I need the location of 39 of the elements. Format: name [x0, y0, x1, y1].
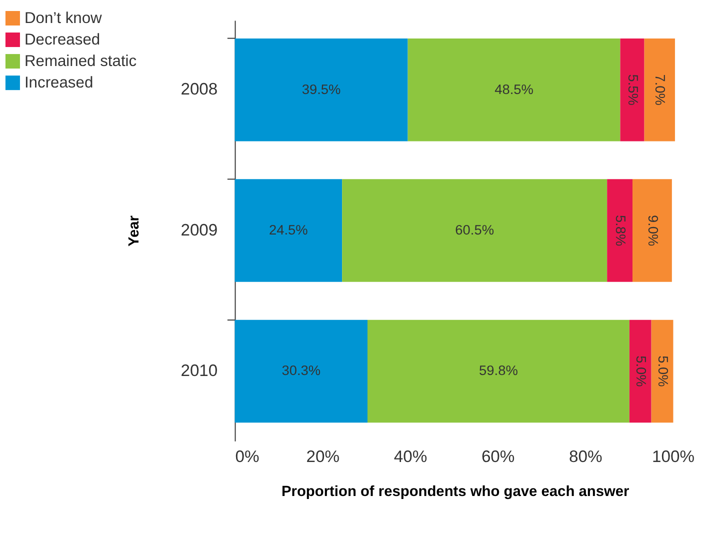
x-axis-title: Proportion of respondents who gave each answer [281, 484, 630, 500]
bar [632, 179, 672, 282]
y-axis-title: Year [126, 215, 143, 247]
data-label: 24.5% [269, 222, 308, 238]
bar [607, 179, 632, 282]
bar [629, 320, 652, 423]
data-label: 60.5% [455, 222, 494, 238]
legend-label: Remained static [24, 53, 137, 70]
bar [367, 320, 630, 423]
data-label: 7.0% [652, 74, 668, 106]
data-label: 5.8% [612, 214, 628, 246]
bar [234, 179, 342, 282]
bar [234, 38, 408, 142]
x-tick-label: 80% [569, 446, 603, 466]
bar [644, 38, 675, 142]
data-label: 48.5% [494, 82, 534, 97]
bar [620, 38, 644, 142]
x-tick-label: 20% [306, 446, 340, 466]
data-label: 39.5% [302, 82, 341, 97]
y-tick-label: 2008 [180, 80, 218, 99]
x-tick-label: 60% [481, 446, 515, 466]
data-label: 9.0% [645, 214, 660, 246]
x-tick-label: 100% [652, 446, 695, 466]
x-tick-label: 40% [394, 446, 428, 466]
data-label: 5.0% [655, 356, 670, 387]
y-tick-label: 2010 [180, 361, 218, 380]
bar [408, 38, 620, 142]
data-label: 30.3% [282, 363, 321, 378]
bar [234, 320, 368, 423]
data-label: 59.8% [479, 363, 518, 378]
data-label: 5.0% [633, 356, 648, 387]
y-tick-label: 2009 [180, 220, 218, 240]
legend-label: Don’t know [24, 10, 103, 28]
bar [651, 320, 674, 423]
bar [342, 179, 608, 282]
legend-label: Increased [24, 74, 94, 92]
legend-label: Decreased [24, 32, 100, 49]
x-tick-label: 0% [235, 446, 260, 466]
data-label: 5.5% [625, 74, 640, 106]
